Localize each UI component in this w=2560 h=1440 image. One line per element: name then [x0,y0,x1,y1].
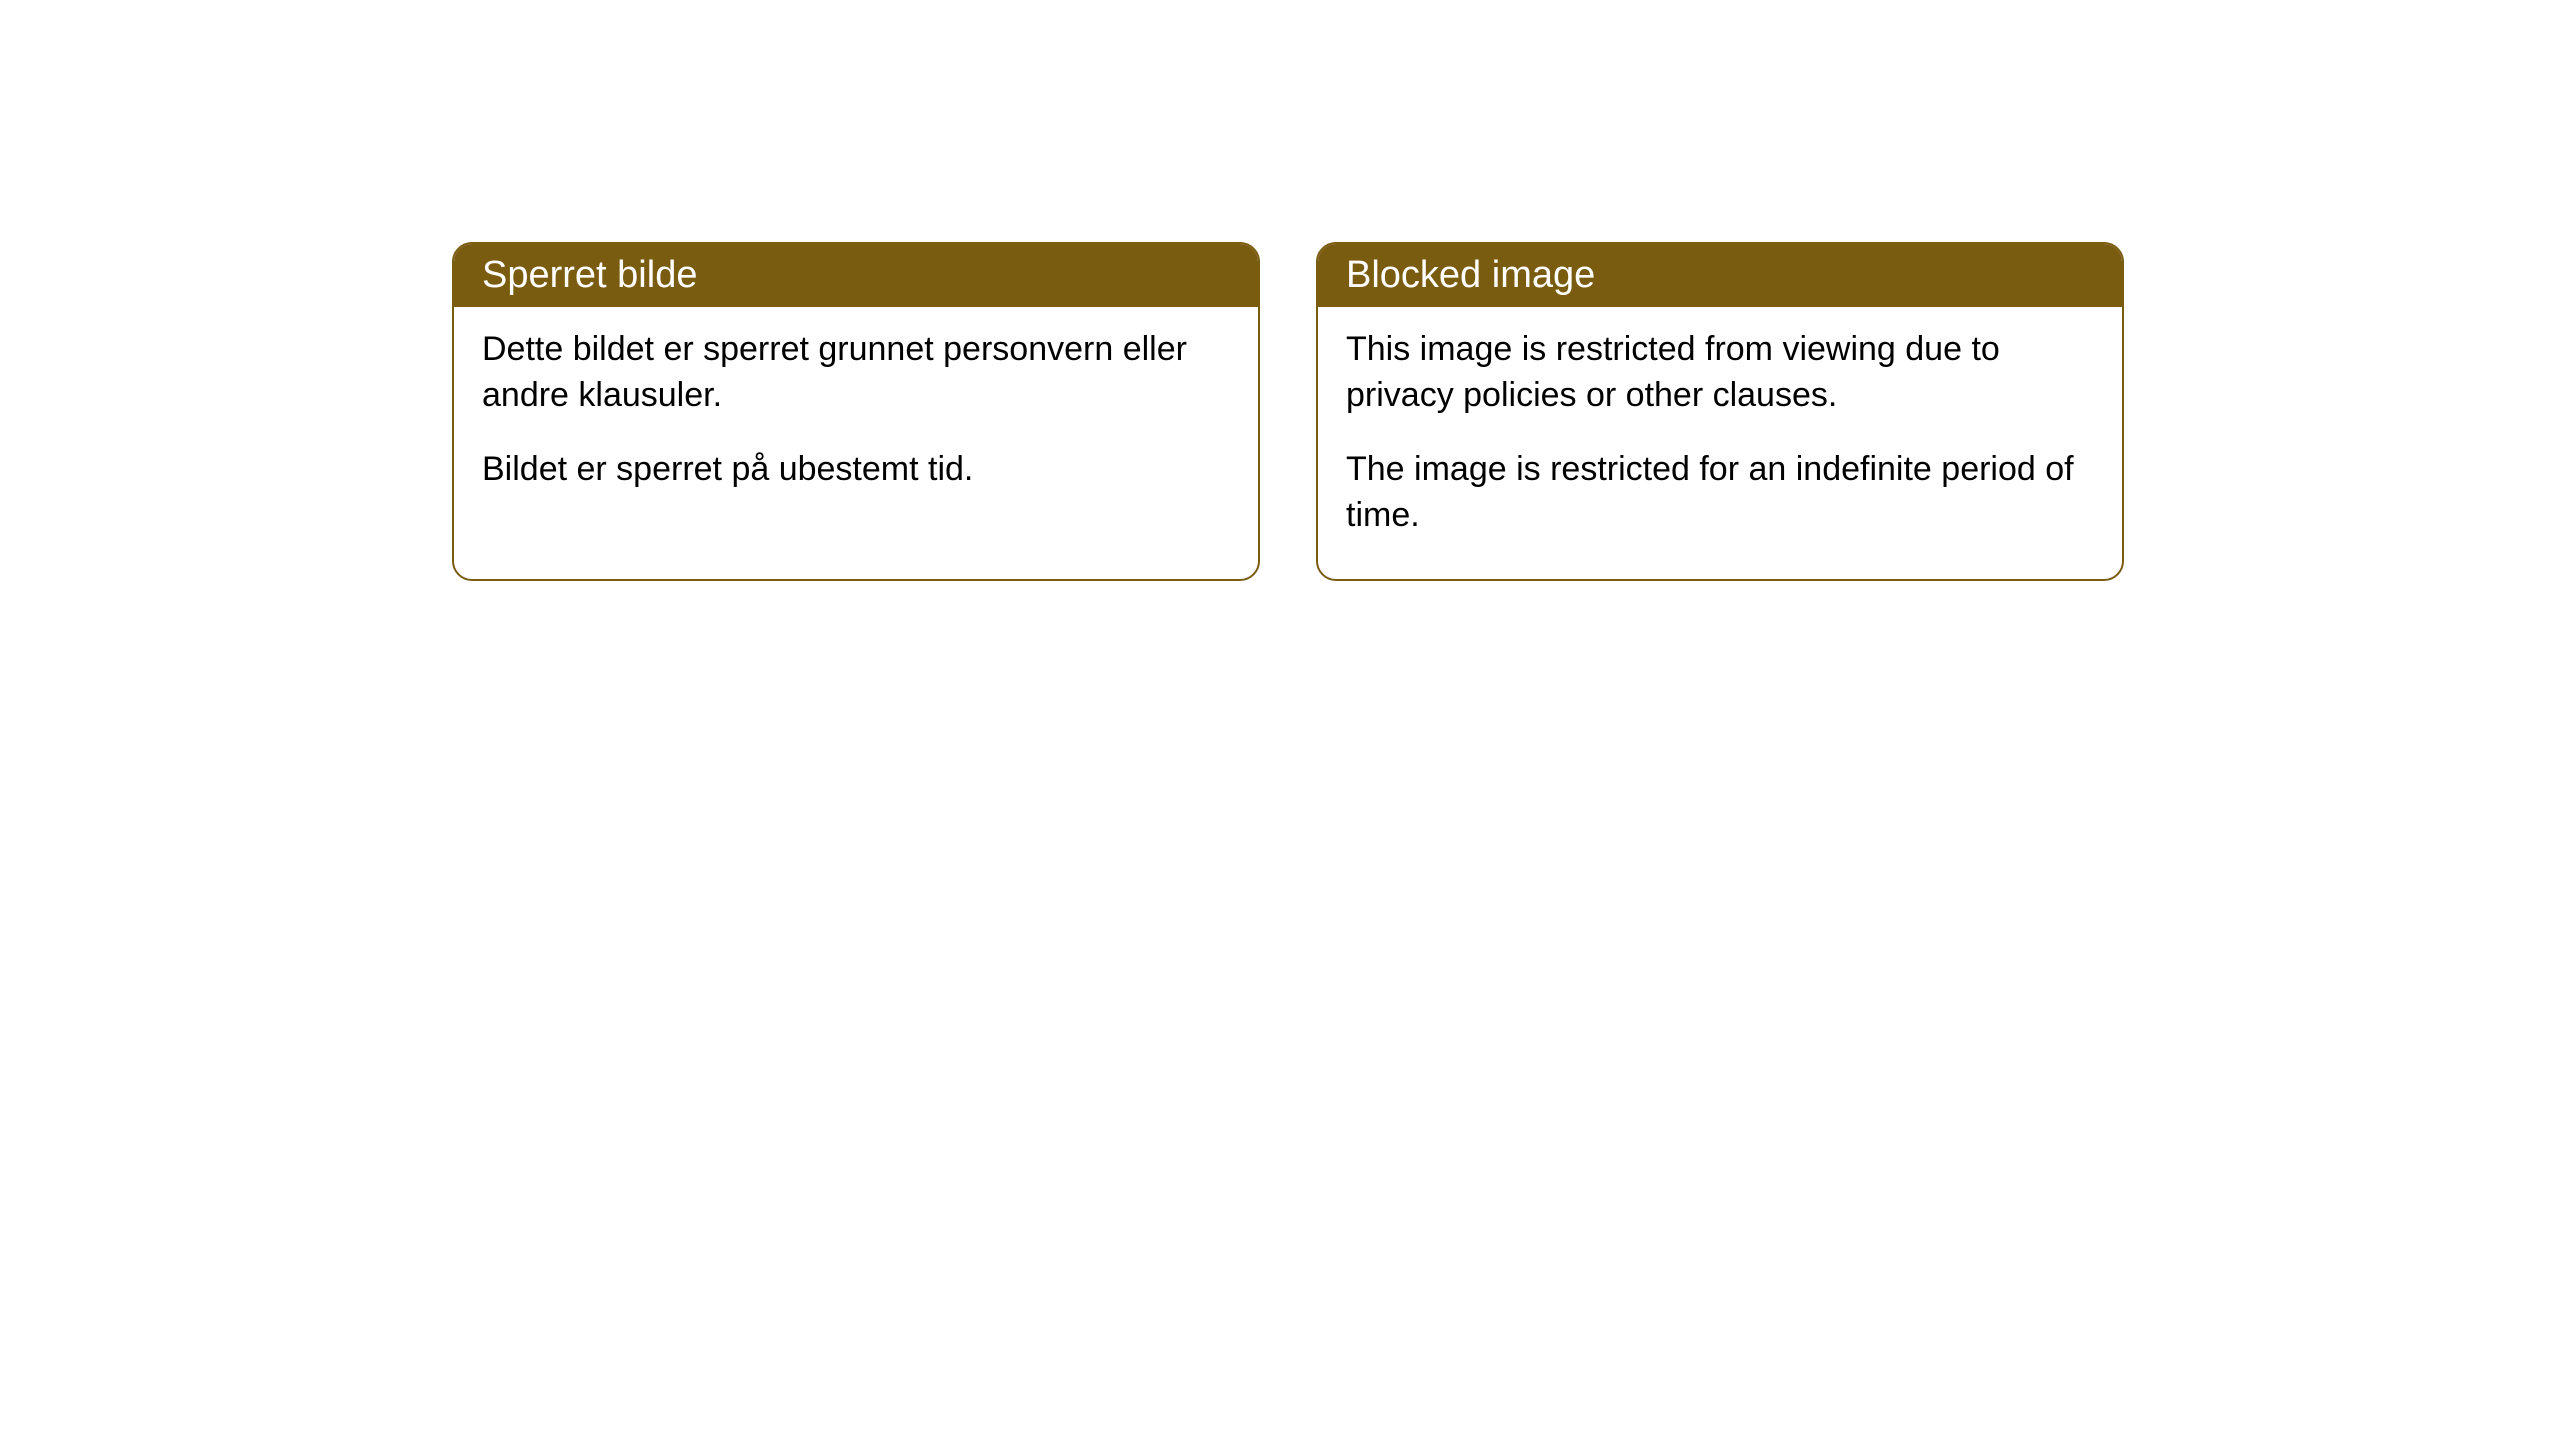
card-body-english: This image is restricted from viewing du… [1318,307,2122,579]
card-paragraph: Bildet er sperret på ubestemt tid. [482,447,1230,493]
blocked-image-notices: Sperret bilde Dette bildet er sperret gr… [452,242,2560,581]
card-header-english: Blocked image [1318,244,2122,307]
blocked-image-card-english: Blocked image This image is restricted f… [1316,242,2124,581]
blocked-image-card-norwegian: Sperret bilde Dette bildet er sperret gr… [452,242,1260,581]
card-paragraph: This image is restricted from viewing du… [1346,327,2094,419]
card-body-norwegian: Dette bildet er sperret grunnet personve… [454,307,1258,533]
card-paragraph: The image is restricted for an indefinit… [1346,447,2094,539]
card-title: Blocked image [1346,254,1595,296]
card-paragraph: Dette bildet er sperret grunnet personve… [482,327,1230,419]
card-title: Sperret bilde [482,254,697,296]
card-header-norwegian: Sperret bilde [454,244,1258,307]
